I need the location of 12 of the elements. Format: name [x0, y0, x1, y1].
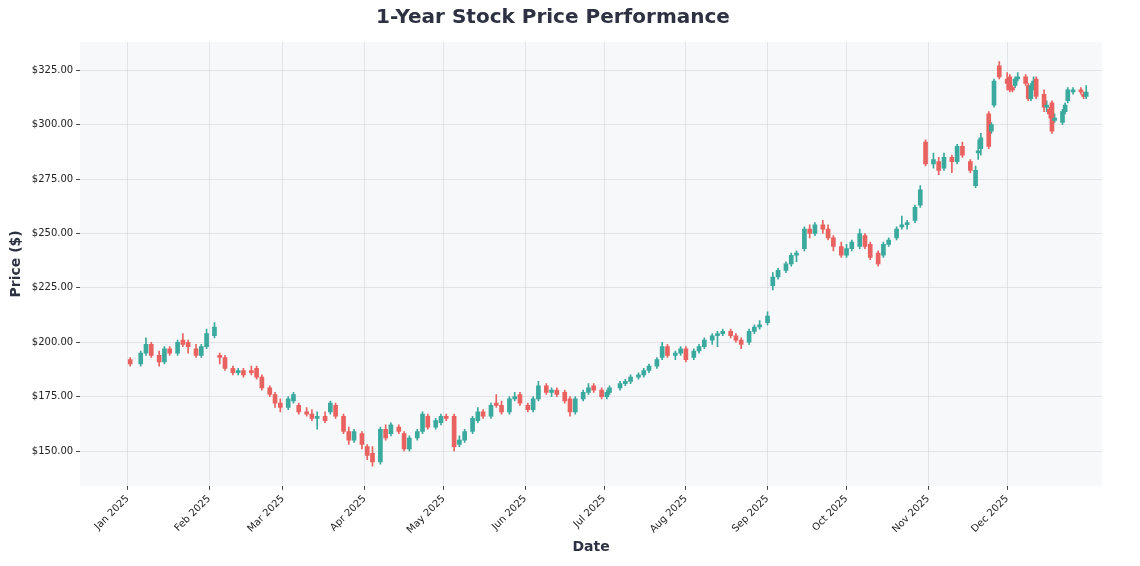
y-tick-label: $275.00	[31, 172, 74, 184]
y-tick-label: $325.00	[31, 63, 74, 75]
candlestick	[314, 411, 320, 430]
chart-title: 1-Year Stock Price Performance	[376, 4, 730, 29]
y-tick-label: $150.00	[31, 444, 74, 456]
x-axis-title: Date	[572, 538, 610, 555]
y-tick-label: $200.00	[31, 335, 74, 347]
y-tick-label: $225.00	[31, 281, 74, 293]
y-tick-label: $300.00	[31, 118, 74, 130]
y-tick-label: $175.00	[31, 390, 74, 402]
y-axis-title: Price ($)	[7, 230, 24, 298]
y-tick-label: $250.00	[31, 227, 74, 239]
